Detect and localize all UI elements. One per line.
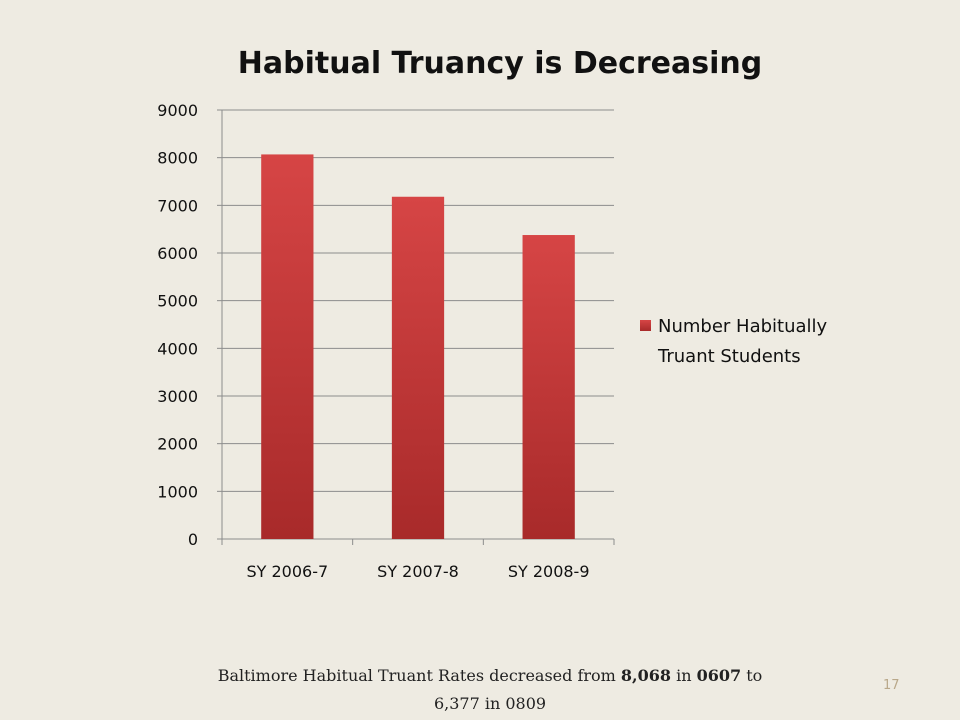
caption-bold-1: 8,068 bbox=[620, 666, 672, 685]
y-tick-labels: 0 1000 2000 3000 4000 5000 6000 7000 8000 9000 bbox=[157, 101, 198, 549]
caption-part-2: in bbox=[671, 666, 697, 685]
caption-bold-2: 0607 bbox=[696, 666, 742, 685]
legend-label: Number Habitually Truant Students bbox=[657, 316, 828, 367]
y-tick-label: 6000 bbox=[157, 244, 198, 263]
x-tick-label: SY 2008-9 bbox=[508, 562, 590, 581]
legend-swatch bbox=[640, 320, 651, 331]
y-tick-label: 5000 bbox=[157, 292, 198, 311]
legend-label-line-2: Truant Students bbox=[657, 346, 801, 367]
caption-part-1: Baltimore Habitual Truant Rates decrease… bbox=[217, 666, 621, 685]
x-tick-label: SY 2006-7 bbox=[246, 562, 328, 581]
legend: Number Habitually Truant Students bbox=[640, 316, 828, 367]
y-tick-label: 0 bbox=[188, 530, 198, 549]
bar-sy-2008-9 bbox=[522, 235, 575, 539]
x-tick-label: SY 2007-8 bbox=[377, 562, 459, 581]
y-tick-label: 3000 bbox=[157, 387, 198, 406]
x-tick-labels: SY 2006-7 SY 2007-8 SY 2008-9 bbox=[246, 562, 589, 581]
chart-title: Habitual Truancy is Decreasing bbox=[237, 46, 763, 81]
y-tick-label: 9000 bbox=[157, 101, 198, 120]
page-number: 17 bbox=[883, 678, 900, 693]
y-tick-label: 8000 bbox=[157, 149, 198, 168]
y-tick-label: 4000 bbox=[157, 339, 198, 358]
legend-label-line-1: Number Habitually bbox=[658, 316, 828, 337]
caption-part-3: to 6,377 in 0809 bbox=[433, 666, 763, 713]
bar-sy-2006-7 bbox=[261, 154, 314, 539]
y-tick-label: 7000 bbox=[157, 196, 198, 215]
bar-sy-2007-8 bbox=[391, 196, 445, 539]
slide-caption: Baltimore Habitual Truant Rates decrease… bbox=[200, 662, 780, 718]
y-tick-label: 2000 bbox=[157, 435, 198, 454]
bars bbox=[261, 154, 575, 539]
y-tick-label: 1000 bbox=[157, 482, 198, 501]
bar-chart: 0 1000 2000 3000 4000 5000 6000 7000 8000 9000 SY… bbox=[157, 101, 828, 581]
